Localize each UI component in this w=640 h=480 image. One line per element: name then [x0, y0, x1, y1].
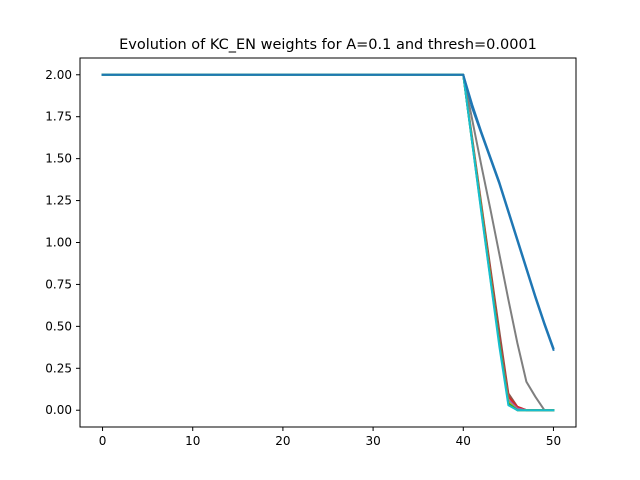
series-line-8 [101, 73, 555, 412]
y-tick-label: 0.00 [45, 403, 72, 417]
x-tick-label: 40 [456, 434, 471, 448]
x-tick-label: 10 [185, 434, 200, 448]
y-tick-label: 0.25 [45, 361, 72, 375]
x-tick-label: 30 [365, 434, 380, 448]
series-layer [101, 73, 555, 412]
x-tick-label: 20 [275, 434, 290, 448]
y-tick-label: 2.00 [45, 68, 72, 82]
y-tick-label: 1.25 [45, 194, 72, 208]
axes-layer: 0 10 20 30 40 50 0.00 0.25 0.50 0.75 1.00 1.25 1.50 1… [45, 57, 577, 448]
y-tick-label: 0.75 [45, 277, 72, 291]
series-line-2 [101, 73, 555, 412]
y-tick-label: 0.50 [45, 319, 72, 333]
y-tick-label: 1.75 [45, 110, 72, 124]
x-tick-label: 50 [546, 434, 561, 448]
x-tick-label: 0 [99, 434, 107, 448]
chart-title: Evolution of KC_EN weights for A=0.1 and… [119, 37, 537, 53]
y-tick-label: 1.00 [45, 236, 72, 250]
series-line-9 [101, 73, 555, 352]
y-tick-label: 1.50 [45, 152, 72, 166]
